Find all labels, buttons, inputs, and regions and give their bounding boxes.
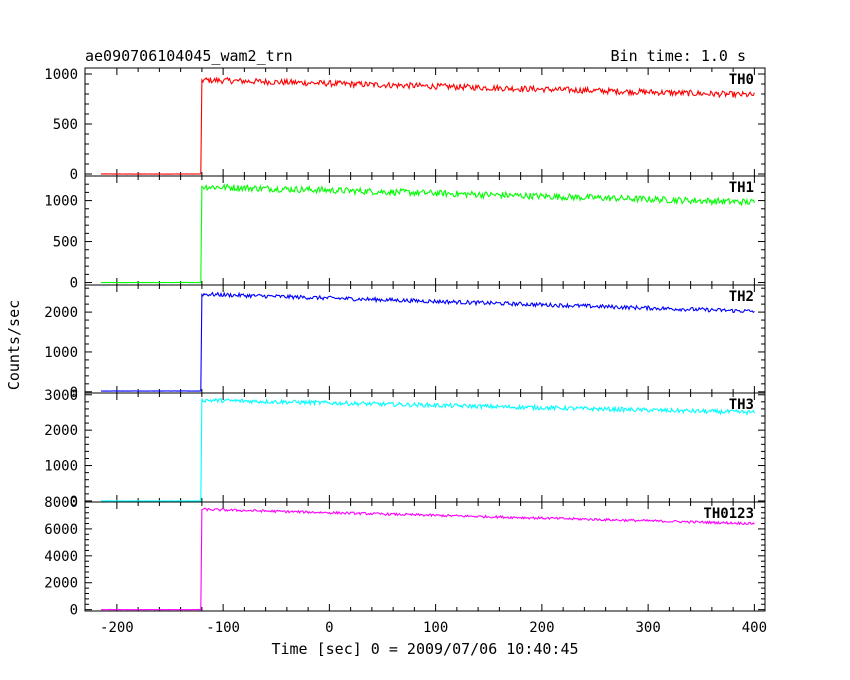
y-tick-label: 500	[53, 117, 78, 133]
series-line	[100, 183, 755, 284]
panel-th1: 0 500 1000 TH1	[44, 175, 766, 292]
panel-frame	[84, 67, 766, 177]
panel-label: TH3	[729, 397, 754, 413]
y-tick-label: 4000	[44, 549, 78, 565]
y-tick-label: 1000	[44, 194, 78, 210]
series-line	[100, 397, 755, 502]
y-tick-label: 1000	[44, 67, 78, 83]
panel-label: TH0123	[703, 506, 754, 522]
series-line	[100, 507, 755, 611]
y-tick-label: 6000	[44, 522, 78, 538]
y-tick-label: 2000	[44, 576, 78, 592]
chart-title: ae090706104045_wam2_trn	[85, 47, 293, 65]
y-tick-label: 0	[70, 385, 78, 401]
panel-label: TH0	[729, 72, 754, 88]
panel-th0: 0 500 1000 TH0	[44, 67, 766, 183]
panel-th2: 0 1000 2000 TH2	[44, 284, 766, 401]
y-tick-label: 2000	[44, 423, 78, 439]
x-tick-label: 200	[529, 620, 554, 636]
x-tick-label: -100	[206, 620, 240, 636]
y-tick-label: 2000	[44, 305, 78, 321]
x-tick-label: 300	[635, 620, 660, 636]
y-tick-label: 1000	[44, 345, 78, 361]
y-tick-label: 0	[70, 494, 78, 510]
x-tick-label: 400	[742, 620, 767, 636]
panel-frame	[84, 501, 766, 612]
panel-th0123: 0 2000 4000 6000 8000 TH0123	[44, 495, 766, 619]
panel-frame	[84, 284, 766, 394]
x-tick-label: 0	[325, 620, 333, 636]
y-tick-label: 0	[70, 167, 78, 183]
y-tick-label: 8000	[44, 495, 78, 511]
bin-time-label: Bin time: 1.0 s	[611, 47, 746, 65]
y-tick-label: 1000	[44, 459, 78, 475]
y-tick-label: 0	[70, 603, 78, 619]
x-tick-label: -200	[100, 620, 134, 636]
panel-th3: 0 1000 2000 3000 TH3	[44, 388, 766, 510]
series-line	[100, 76, 755, 175]
x-tick-label: 100	[423, 620, 448, 636]
series-line	[100, 291, 755, 392]
y-tick-label: 3000	[44, 388, 78, 404]
y-axis-label: Counts/sec	[5, 300, 23, 390]
panel-label: TH2	[729, 289, 754, 305]
x-axis-label: Time [sec] 0 = 2009/07/06 10:40:45	[271, 640, 578, 658]
panel-label: TH1	[729, 180, 754, 196]
y-tick-label: 0	[70, 276, 78, 292]
y-tick-label: 500	[53, 235, 78, 251]
